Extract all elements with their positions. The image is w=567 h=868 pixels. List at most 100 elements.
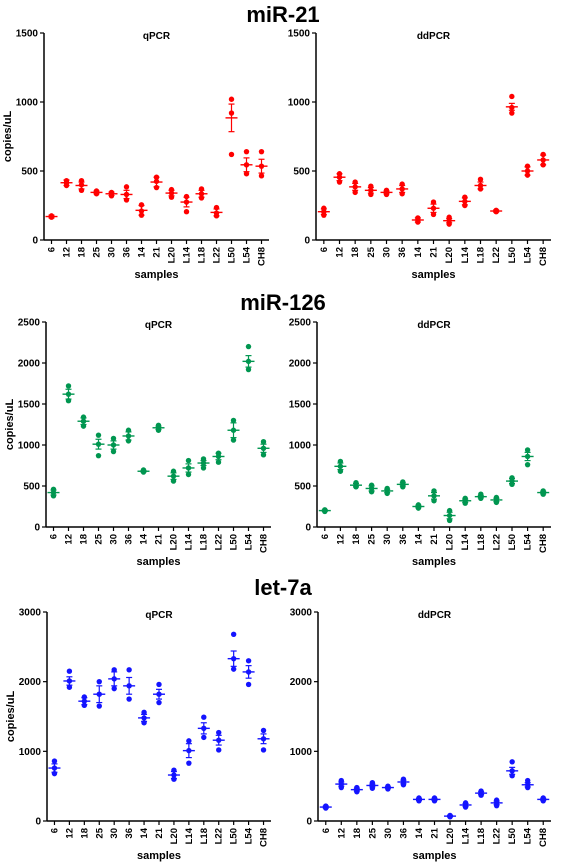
data-point — [80, 414, 87, 420]
chart-panel: qPCR 0 1000 2000 3000 copies/uL 6 12 18 25 30 36 14 2… — [5, 608, 271, 862]
data-point — [258, 163, 265, 169]
x-tick-label: 36 — [398, 534, 409, 545]
y-tick-label: 1500 — [288, 29, 311, 40]
x-tick-label: 30 — [383, 828, 394, 839]
data-point — [80, 418, 87, 424]
data-point — [228, 110, 235, 116]
data-point — [352, 189, 358, 196]
data-point — [108, 189, 115, 196]
x-tick-label: 6 — [320, 534, 331, 539]
data-point — [509, 104, 515, 111]
data-point — [171, 767, 177, 773]
data-point — [111, 667, 117, 673]
data-point — [153, 184, 160, 191]
y-tick-label: 500 — [294, 482, 311, 493]
data-point — [81, 702, 88, 709]
x-tick-label: L50 — [507, 828, 518, 844]
y-tick-label: 2000 — [289, 359, 312, 370]
data-point — [141, 709, 147, 716]
data-point — [81, 694, 88, 700]
x-tick-label: 21 — [429, 533, 440, 544]
data-point — [81, 698, 88, 704]
x-tick-label: 36 — [122, 247, 133, 258]
x-tick-label: L54 — [523, 246, 534, 263]
data-point — [156, 691, 162, 697]
panel-title: qPCR — [143, 31, 171, 42]
row-title-mir21: miR-21 — [246, 2, 319, 27]
panel-title: qPCR — [145, 320, 173, 331]
x-tick-label: 36 — [124, 534, 135, 545]
data-point — [198, 191, 205, 197]
chart-panel: ddPCR 0 500 1000 1500 2000 2500 6 12 18 25 30 36 14 21… — [289, 318, 551, 568]
x-tick-label: L50 — [507, 247, 518, 263]
data-point — [123, 197, 130, 203]
data-point — [230, 631, 237, 637]
y-tick-label: 1000 — [19, 747, 42, 758]
data-point — [168, 194, 175, 200]
data-point — [446, 512, 453, 519]
data-point — [415, 502, 422, 508]
data-point — [95, 452, 102, 459]
data-point — [322, 507, 328, 513]
data-point — [477, 182, 484, 189]
data-point — [50, 486, 57, 492]
x-tick-label: 14 — [137, 246, 148, 257]
x-tick-label: L14 — [182, 246, 193, 263]
x-tick-label: 14 — [139, 533, 150, 544]
data-point — [171, 772, 177, 778]
y-tick-label: 1000 — [288, 98, 311, 109]
data-point — [462, 202, 468, 209]
chart-panel: qPCR 0 500 1000 1500 copies/uL 6 12 18 25 30 36 14 21… — [2, 29, 269, 281]
x-tick-label: 25 — [92, 246, 103, 257]
x-tick-label: 25 — [366, 246, 377, 257]
y-tick-label: 500 — [21, 167, 38, 178]
data-point — [230, 655, 237, 662]
x-tick-label: CH8 — [538, 828, 549, 847]
data-point — [368, 482, 375, 488]
data-point — [200, 465, 207, 471]
x-tick-label: 36 — [124, 828, 135, 839]
data-point — [198, 195, 205, 201]
data-point — [125, 438, 132, 444]
data-point — [446, 214, 452, 220]
data-point — [493, 207, 499, 214]
x-tick-label: 18 — [79, 534, 90, 545]
y-tick-label: 0 — [32, 236, 38, 247]
data-point — [525, 782, 531, 788]
data-point — [110, 442, 117, 448]
x-tick-label: L18 — [476, 247, 487, 263]
data-point — [245, 358, 252, 365]
data-point — [153, 174, 160, 180]
data-point — [243, 148, 250, 155]
data-point — [258, 173, 265, 179]
x-tick-label: L20 — [444, 247, 455, 263]
data-point — [478, 491, 484, 497]
x-tick-label: 30 — [382, 247, 393, 258]
x-tick-label: 25 — [367, 827, 378, 838]
x-axis-label: samples — [412, 850, 456, 862]
data-point — [245, 669, 252, 675]
y-tick-label: 1000 — [16, 98, 39, 109]
x-tick-label: L14 — [460, 533, 471, 550]
data-point — [477, 176, 484, 182]
x-tick-label: 36 — [397, 247, 408, 258]
x-tick-label: L18 — [199, 828, 210, 844]
y-tick-label: 0 — [304, 236, 310, 247]
data-point — [462, 198, 468, 205]
data-point — [65, 383, 72, 389]
data-point — [141, 715, 147, 721]
x-tick-label: CH8 — [538, 247, 549, 266]
data-point — [51, 758, 58, 764]
x-tick-label: L54 — [523, 533, 534, 550]
data-point — [123, 184, 130, 190]
x-tick-label: 21 — [430, 827, 441, 838]
data-point — [125, 433, 132, 439]
data-point — [399, 191, 405, 197]
data-point — [200, 456, 207, 462]
x-tick-label: 21 — [154, 827, 165, 838]
data-point — [230, 437, 237, 443]
data-point — [540, 157, 546, 163]
x-tick-label: 30 — [382, 534, 393, 545]
data-point — [354, 784, 360, 791]
